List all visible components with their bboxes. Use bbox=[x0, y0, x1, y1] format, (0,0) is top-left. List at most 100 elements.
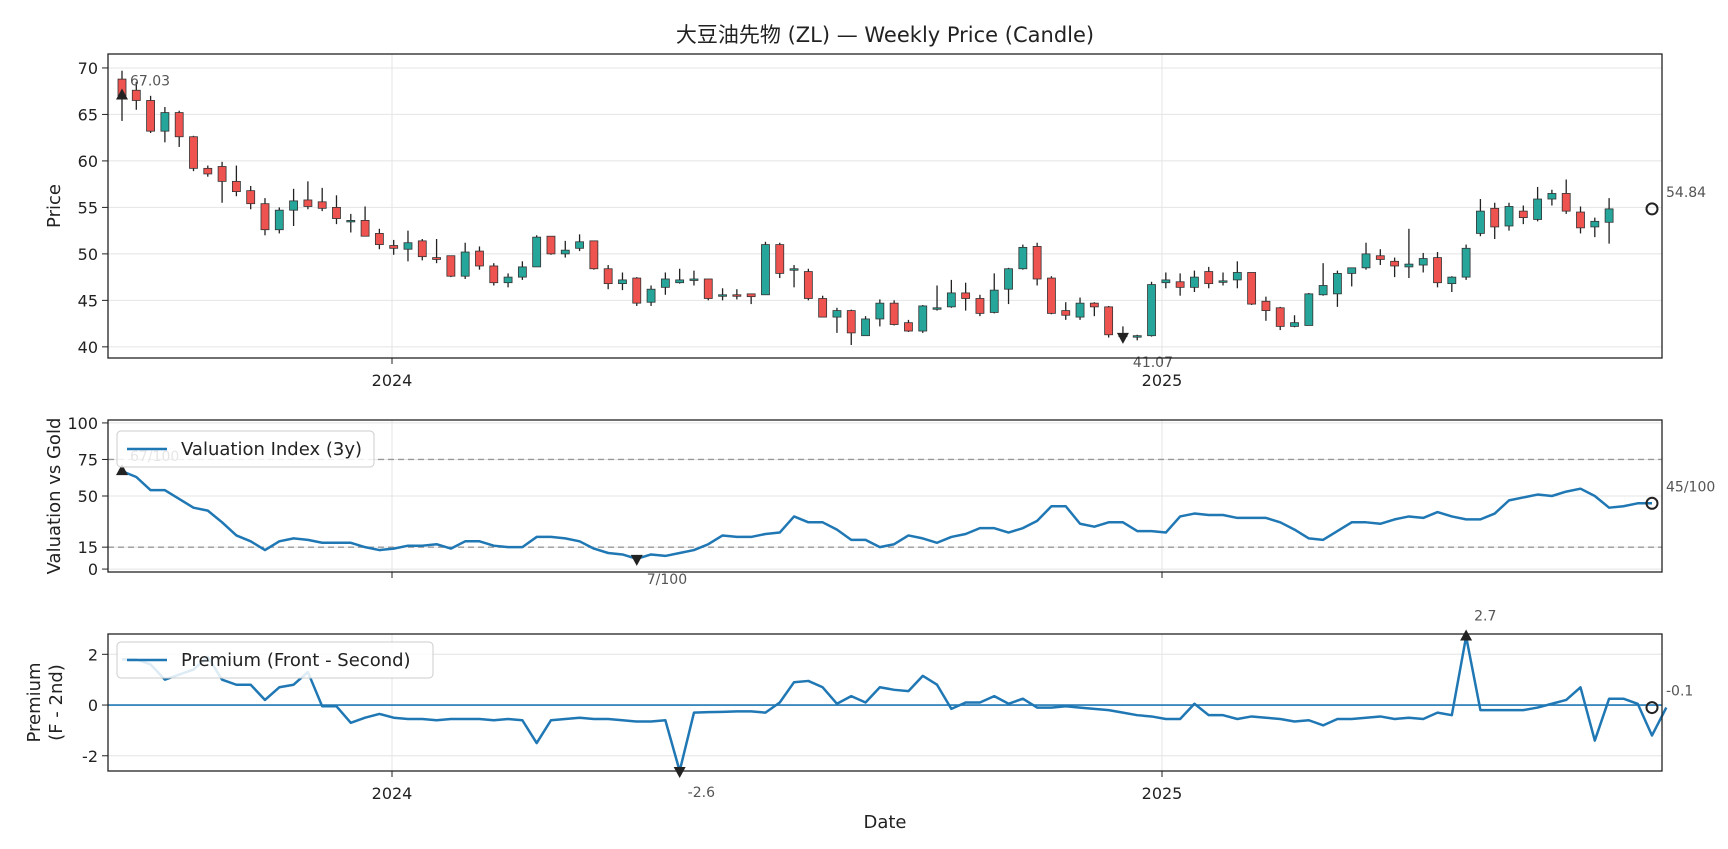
candle-body bbox=[660, 278, 670, 288]
y-tick-label: 60 bbox=[78, 152, 98, 171]
chart-title: 大豆油先物 (ZL) — Weekly Price (Candle) bbox=[676, 23, 1094, 47]
candle-body bbox=[1404, 263, 1414, 268]
marker-high-icon bbox=[116, 464, 128, 476]
candle-body bbox=[961, 292, 971, 299]
candle-body bbox=[1218, 280, 1228, 283]
candle-body bbox=[618, 279, 627, 285]
candle-body bbox=[1175, 281, 1185, 288]
candle-body bbox=[1304, 293, 1314, 326]
y-tick-label: 15 bbox=[78, 538, 98, 557]
candle-body bbox=[517, 266, 527, 278]
candle-body bbox=[818, 298, 828, 318]
candle-body bbox=[889, 302, 899, 325]
candle-body bbox=[1190, 276, 1199, 288]
candle-body bbox=[446, 255, 456, 277]
y-tick-label: 100 bbox=[67, 414, 98, 433]
y-tick-label: 55 bbox=[78, 198, 98, 217]
candle-body bbox=[1161, 279, 1171, 284]
candle-body bbox=[989, 289, 999, 313]
candle-body bbox=[1504, 206, 1514, 227]
candle-body bbox=[260, 203, 270, 231]
y-axis-label: Price bbox=[44, 184, 65, 228]
candle-body bbox=[1375, 255, 1385, 260]
candle-body bbox=[1318, 285, 1328, 296]
x-tick-label: 2024 bbox=[372, 784, 413, 803]
annotation-label: 67.03 bbox=[130, 74, 170, 90]
candle-body bbox=[546, 235, 556, 255]
marker-last-icon bbox=[1645, 701, 1659, 715]
x-tick-label: 2025 bbox=[1142, 371, 1183, 390]
candle-body bbox=[203, 167, 213, 175]
marker-high-icon bbox=[116, 88, 128, 100]
candle-body bbox=[1032, 246, 1042, 280]
y-axis-label: (F - 2nd) bbox=[46, 664, 67, 741]
candle-body bbox=[1018, 246, 1028, 270]
candle-body bbox=[918, 305, 928, 332]
candle-body bbox=[746, 293, 756, 298]
candle-body bbox=[332, 206, 341, 219]
candle-body bbox=[246, 190, 256, 205]
candle-body bbox=[975, 298, 985, 314]
candle-body bbox=[1204, 271, 1214, 285]
annotation-label: -2.6 bbox=[688, 785, 715, 801]
candle-body bbox=[1290, 322, 1299, 327]
candle-body bbox=[1261, 300, 1271, 311]
candle-body bbox=[417, 240, 427, 258]
y-tick-label: 75 bbox=[78, 450, 98, 469]
candle-body bbox=[946, 292, 956, 308]
candle-body bbox=[475, 250, 484, 267]
y-tick-label: 50 bbox=[78, 245, 98, 264]
candle-body bbox=[317, 201, 327, 209]
candle-body bbox=[460, 251, 470, 277]
candle-body bbox=[675, 279, 685, 284]
annotation-label: 41.07 bbox=[1133, 355, 1173, 371]
y-axis-label: Valuation vs Gold bbox=[44, 418, 65, 575]
candle-body bbox=[1590, 220, 1600, 228]
candle-body bbox=[904, 322, 913, 332]
candle-body bbox=[1075, 302, 1085, 318]
marker-low-icon bbox=[1116, 332, 1129, 344]
candle-body bbox=[189, 136, 198, 169]
candle-body bbox=[1433, 257, 1442, 284]
candle-body bbox=[646, 288, 656, 303]
series-line bbox=[122, 635, 1668, 773]
candle-body bbox=[1047, 277, 1056, 314]
candle-body bbox=[1518, 210, 1528, 219]
marker-low-icon bbox=[630, 554, 643, 566]
x-axis-label: Date bbox=[863, 812, 906, 833]
candle-body bbox=[846, 310, 856, 334]
candle-body bbox=[1476, 210, 1485, 234]
annotation-label: 45/100 bbox=[1666, 479, 1715, 495]
legend-box bbox=[116, 430, 375, 468]
y-tick-label: 50 bbox=[78, 487, 98, 506]
candle-body bbox=[1247, 272, 1257, 305]
y-tick-label: 70 bbox=[78, 59, 98, 78]
candle-body bbox=[1132, 335, 1142, 338]
annotation-label: 7/100 bbox=[647, 572, 687, 588]
y-tick-label: 2 bbox=[88, 645, 98, 664]
candle-body bbox=[1004, 268, 1013, 290]
candle-body bbox=[1604, 208, 1614, 223]
marker-last-icon bbox=[1645, 496, 1659, 510]
marker-high-icon bbox=[1460, 629, 1473, 641]
candle-body bbox=[875, 302, 885, 320]
y-tick-label: -2 bbox=[82, 747, 98, 766]
candle-body bbox=[274, 209, 284, 231]
marker-low-icon bbox=[673, 767, 686, 778]
candle-body bbox=[160, 112, 170, 132]
candle-body bbox=[403, 242, 413, 250]
candle-body bbox=[231, 180, 241, 192]
candle-body bbox=[1347, 267, 1357, 274]
plot-frame bbox=[107, 53, 1663, 359]
candle-body bbox=[1390, 260, 1400, 267]
candle-body bbox=[560, 249, 570, 255]
candle-body bbox=[1361, 253, 1371, 269]
legend-label: Valuation Index (3y) bbox=[181, 439, 362, 460]
candle-body bbox=[732, 294, 742, 297]
candle-body bbox=[1533, 198, 1543, 220]
candle-body bbox=[1490, 207, 1500, 228]
candle-body bbox=[761, 244, 770, 296]
candle-body bbox=[503, 276, 513, 284]
candle-body bbox=[1061, 310, 1071, 316]
